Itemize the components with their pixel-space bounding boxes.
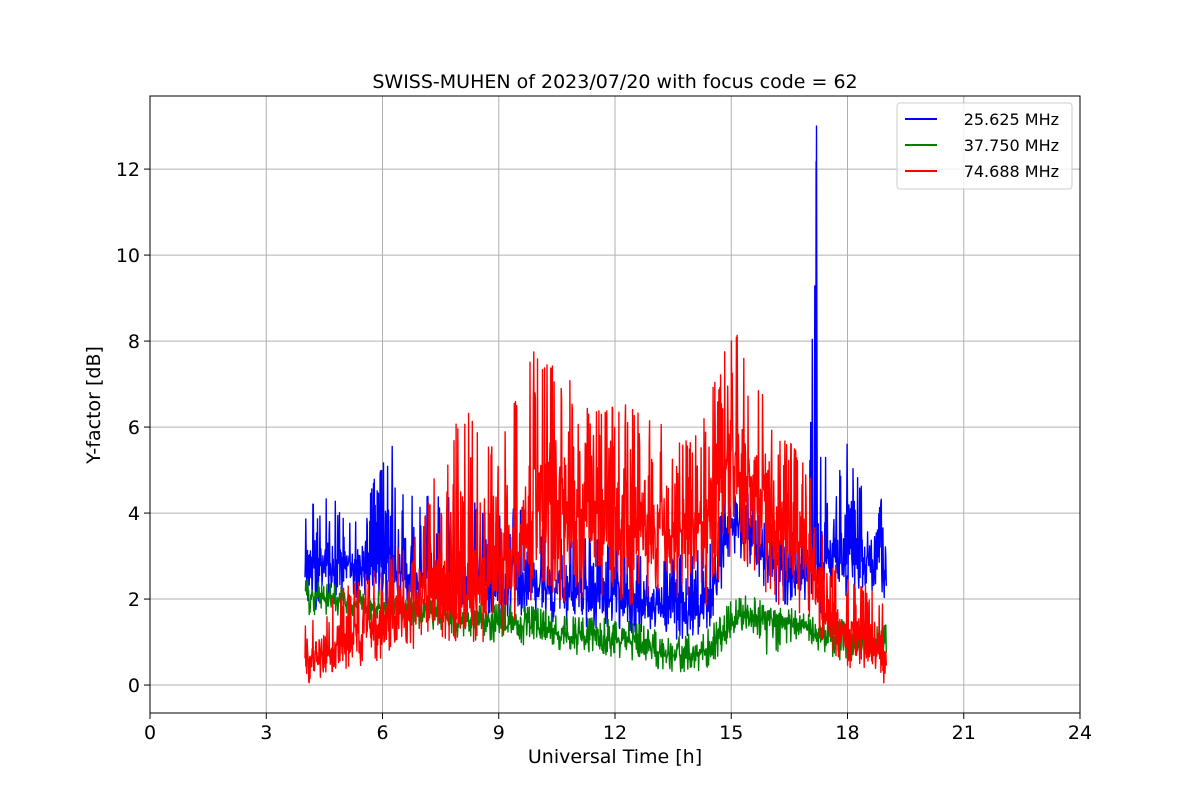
x-tick-label: 0 [144,722,156,744]
y-tick-label: 12 [116,159,140,181]
x-tick-label: 21 [952,722,976,744]
x-tick-label: 24 [1068,722,1092,744]
y-tick-label: 8 [128,331,140,353]
series-74-688-mhz [304,334,887,684]
legend: 25.625 MHz 37.750 MHz 74.688 MHz [896,102,1073,190]
x-axis-label: Universal Time [h] [528,746,702,768]
series-line [304,125,887,640]
x-tick-label: 18 [835,722,859,744]
legend-label: 25.625 MHz [964,110,1059,129]
chart-title: SWISS-MUHEN of 2023/07/20 with focus cod… [372,71,857,93]
y-tick-label: 4 [128,503,140,525]
series-25-625-mhz [304,125,887,640]
y-axis-label: Y-factor [dB] [83,346,105,465]
y-tick-label: 6 [128,417,140,439]
x-tick-label: 3 [260,722,272,744]
x-tick-label: 6 [376,722,388,744]
legend-label: 37.750 MHz [964,136,1059,155]
legend-box [896,102,1073,190]
series-layer [304,125,887,684]
y-tick-label: 10 [116,245,140,267]
y-tick-label: 0 [128,675,140,697]
y-tick-label: 2 [128,589,140,611]
series-line [304,334,887,684]
x-tick-label: 9 [493,722,505,744]
x-tick-label: 15 [719,722,743,744]
legend-label: 74.688 MHz [964,162,1059,181]
x-tick-label: 12 [603,722,627,744]
